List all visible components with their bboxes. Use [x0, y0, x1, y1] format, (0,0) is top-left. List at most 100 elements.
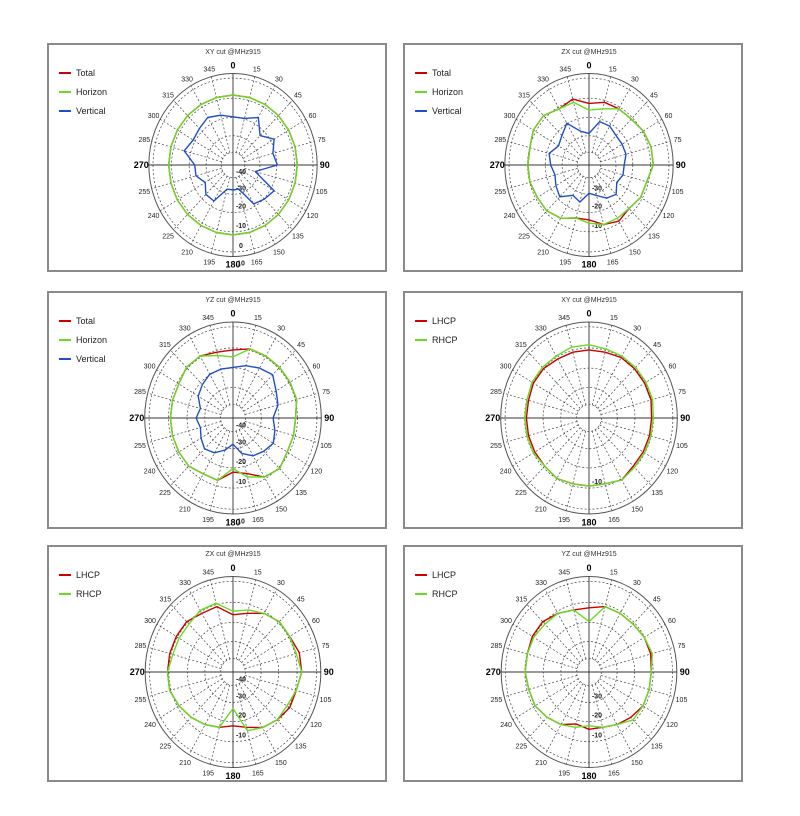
grid-spoke: [597, 100, 649, 157]
grid-spoke: [209, 325, 231, 406]
polar-chart-svg: YZ cut @MHz915 0 15 30 45 60 75 90 105 120 135 150 1…: [415, 551, 690, 780]
polar-chart-svg: YZ cut @MHz915 0 15 30 45 60 75 90 105 120 135 150 1…: [59, 297, 334, 527]
angle-tick-label: 180: [581, 518, 596, 527]
legend-label: LHCP: [432, 316, 456, 326]
angle-tick-label: 120: [307, 213, 319, 220]
angle-tick-label: 60: [309, 113, 317, 120]
grid-spoke: [544, 589, 584, 661]
grid-spoke: [594, 175, 632, 245]
grid-spoke: [238, 85, 276, 155]
grid-spoke: [594, 85, 632, 155]
polar-chart-svg: ZX cut @MHz915 0 15 30 45 60 75 90 105 120 135 150 1…: [415, 49, 686, 270]
angle-tick-label: 105: [676, 443, 688, 450]
grid-spoke: [544, 429, 584, 502]
grid-spoke: [512, 623, 579, 666]
grid-spoke: [599, 369, 666, 412]
series-line: [167, 94, 299, 236]
grid-spoke: [244, 140, 315, 163]
angle-tick-label: 75: [674, 137, 682, 144]
grid-spoke: [599, 678, 666, 721]
angle-tick-label: 105: [676, 697, 688, 704]
grid-spoke: [597, 427, 652, 487]
grid-spoke: [170, 604, 225, 663]
grid-spoke: [156, 369, 223, 412]
radial-value-label: -40: [236, 422, 246, 429]
angle-tick-label: 30: [633, 580, 641, 587]
grid-spoke: [512, 678, 579, 721]
grid-spoke: [504, 646, 578, 669]
legend-label: Total: [432, 68, 451, 78]
angle-tick-label: 30: [277, 325, 285, 332]
angle-tick-label: 345: [558, 569, 570, 576]
angle-tick-label: 45: [653, 342, 661, 349]
grid-spoke: [244, 421, 319, 444]
chart-title: ZX cut @MHz915: [205, 551, 260, 558]
angle-tick-label: 255: [135, 697, 147, 704]
angle-tick-label: 270: [130, 667, 145, 677]
legend-label: Total: [76, 316, 95, 326]
grid-spoke: [241, 349, 296, 409]
angle-tick-label: 345: [203, 67, 215, 74]
angle-tick-label: 165: [607, 259, 619, 266]
angle-tick-label: 195: [202, 771, 214, 778]
grid-spoke: [546, 85, 584, 155]
angle-tick-label: 240: [148, 213, 160, 220]
angle-tick-label: 195: [559, 259, 571, 266]
angle-tick-label: 270: [490, 160, 505, 170]
grid-spoke: [235, 430, 257, 511]
grid-spoke: [244, 392, 319, 415]
angle-tick-label: 0: [586, 60, 591, 70]
series-line: [169, 348, 298, 482]
angle-tick-label: 240: [500, 722, 512, 729]
angle-tick-label: 285: [135, 643, 147, 650]
angle-tick-label: 60: [668, 364, 676, 371]
angle-tick-label: 225: [159, 744, 171, 751]
radial-value-label: -30: [592, 185, 602, 192]
grid-spoke: [597, 681, 652, 740]
series-line: [527, 101, 655, 226]
grid-spoke: [156, 623, 223, 666]
grid-spoke: [244, 646, 318, 669]
angle-tick-label: 60: [665, 113, 673, 120]
grid-spoke: [526, 349, 581, 409]
grid-spoke: [512, 369, 579, 412]
legend-label: Vertical: [76, 354, 106, 364]
angle-tick-label: 300: [500, 618, 512, 625]
legend-label: Total: [76, 68, 95, 78]
angle-tick-label: 225: [518, 234, 530, 241]
angle-tick-label: 15: [610, 315, 618, 322]
grid-spoke: [526, 681, 581, 740]
grid-spoke: [238, 429, 278, 502]
polar-chart-panel-xy-cut-cp: XY cut @MHz915 0 15 30 45 60 75 90 105 120 135 150 1…: [403, 291, 743, 529]
angle-tick-label: 30: [275, 77, 283, 84]
grid-spoke: [238, 334, 278, 407]
polar-chart-panel-zx-cut-cp: ZX cut @MHz915 0 15 30 45 60 75 90 105 120 135 150 1…: [47, 545, 387, 782]
chart-title: ZX cut @MHz915: [561, 49, 616, 56]
grid-spoke: [600, 675, 674, 698]
angle-tick-label: 315: [162, 92, 174, 99]
grid-spoke: [147, 421, 222, 444]
angle-tick-label: 225: [162, 234, 174, 241]
grid-spoke: [503, 421, 578, 444]
legend-label: Vertical: [432, 106, 462, 116]
grid-spoke: [591, 430, 613, 511]
angle-tick-label: 300: [500, 364, 512, 371]
grid-spoke: [243, 424, 310, 467]
grid-spoke: [515, 171, 579, 212]
grid-spoke: [546, 175, 584, 245]
grid-spoke: [565, 579, 587, 660]
chart-title: XY cut @MHz915: [561, 297, 617, 304]
angle-tick-label: 210: [535, 760, 547, 767]
angle-tick-label: 210: [535, 507, 547, 514]
angle-tick-label: 90: [680, 413, 690, 423]
grid-spoke: [148, 646, 222, 669]
legend-label: Horizon: [432, 87, 463, 97]
angle-tick-label: 255: [491, 697, 503, 704]
angle-tick-label: 0: [586, 563, 591, 573]
grid-spoke: [594, 683, 634, 755]
angle-tick-label: 105: [672, 189, 684, 196]
angle-tick-label: 75: [678, 389, 686, 396]
radial-value-label: 10: [237, 260, 245, 267]
angle-tick-label: 330: [537, 77, 549, 84]
angle-tick-label: 300: [148, 113, 160, 120]
